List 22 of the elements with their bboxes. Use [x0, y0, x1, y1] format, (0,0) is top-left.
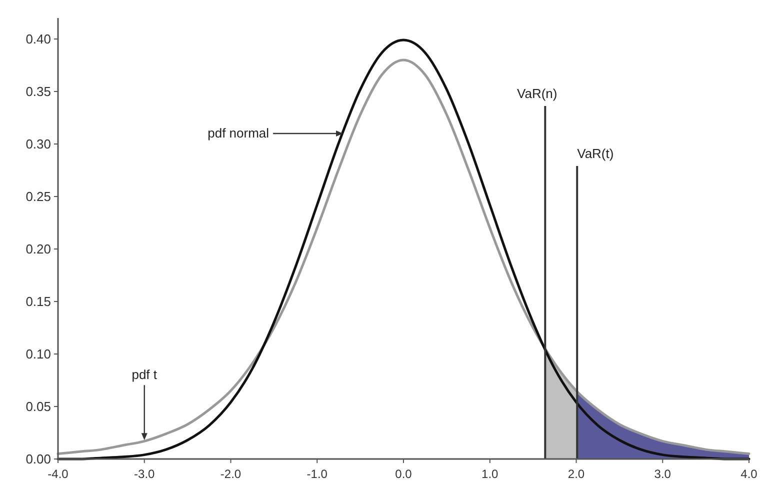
- ref-line-label: VaR(n): [517, 86, 558, 101]
- y-tick-label: 0.05: [26, 399, 51, 414]
- x-tick-label: -4.0: [48, 467, 69, 481]
- x-tick-label: 1.0: [482, 467, 499, 481]
- y-tick-label: 0.00: [26, 452, 51, 466]
- annotation: pdf t: [132, 367, 158, 382]
- x-tick-label: 0.0: [395, 467, 412, 481]
- y-tick-label: 0.30: [26, 136, 51, 152]
- x-tick-label: 2.0: [568, 467, 585, 481]
- annotation: pdf normal: [208, 126, 270, 140]
- x-tick-label: -1.0: [306, 467, 328, 481]
- y-tick-label: 0.10: [26, 346, 51, 362]
- y-tick-label: 0.40: [26, 32, 51, 46]
- y-tick-label: 0.20: [26, 242, 51, 256]
- ref-line-label: VaR(t): [577, 146, 614, 161]
- x-tick-label: -3.0: [134, 467, 156, 481]
- x-tick-label: -2.0: [220, 467, 242, 481]
- y-tick-label: 0.25: [26, 189, 51, 204]
- x-tick-label: 4.0: [740, 467, 758, 481]
- x-tick-label: 3.0: [654, 467, 672, 481]
- y-tick-label: 0.35: [26, 84, 51, 99]
- y-tick-label: 0.15: [26, 294, 51, 309]
